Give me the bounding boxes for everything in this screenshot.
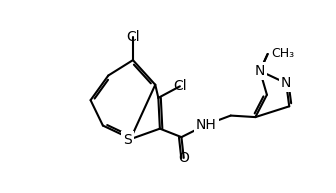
Text: Cl: Cl <box>173 79 187 93</box>
Text: N: N <box>255 64 265 78</box>
Text: N: N <box>281 76 291 90</box>
Text: Cl: Cl <box>126 30 140 44</box>
Text: NH: NH <box>196 118 216 132</box>
Text: O: O <box>178 151 189 165</box>
Text: S: S <box>123 133 132 147</box>
Text: CH₃: CH₃ <box>271 47 294 60</box>
